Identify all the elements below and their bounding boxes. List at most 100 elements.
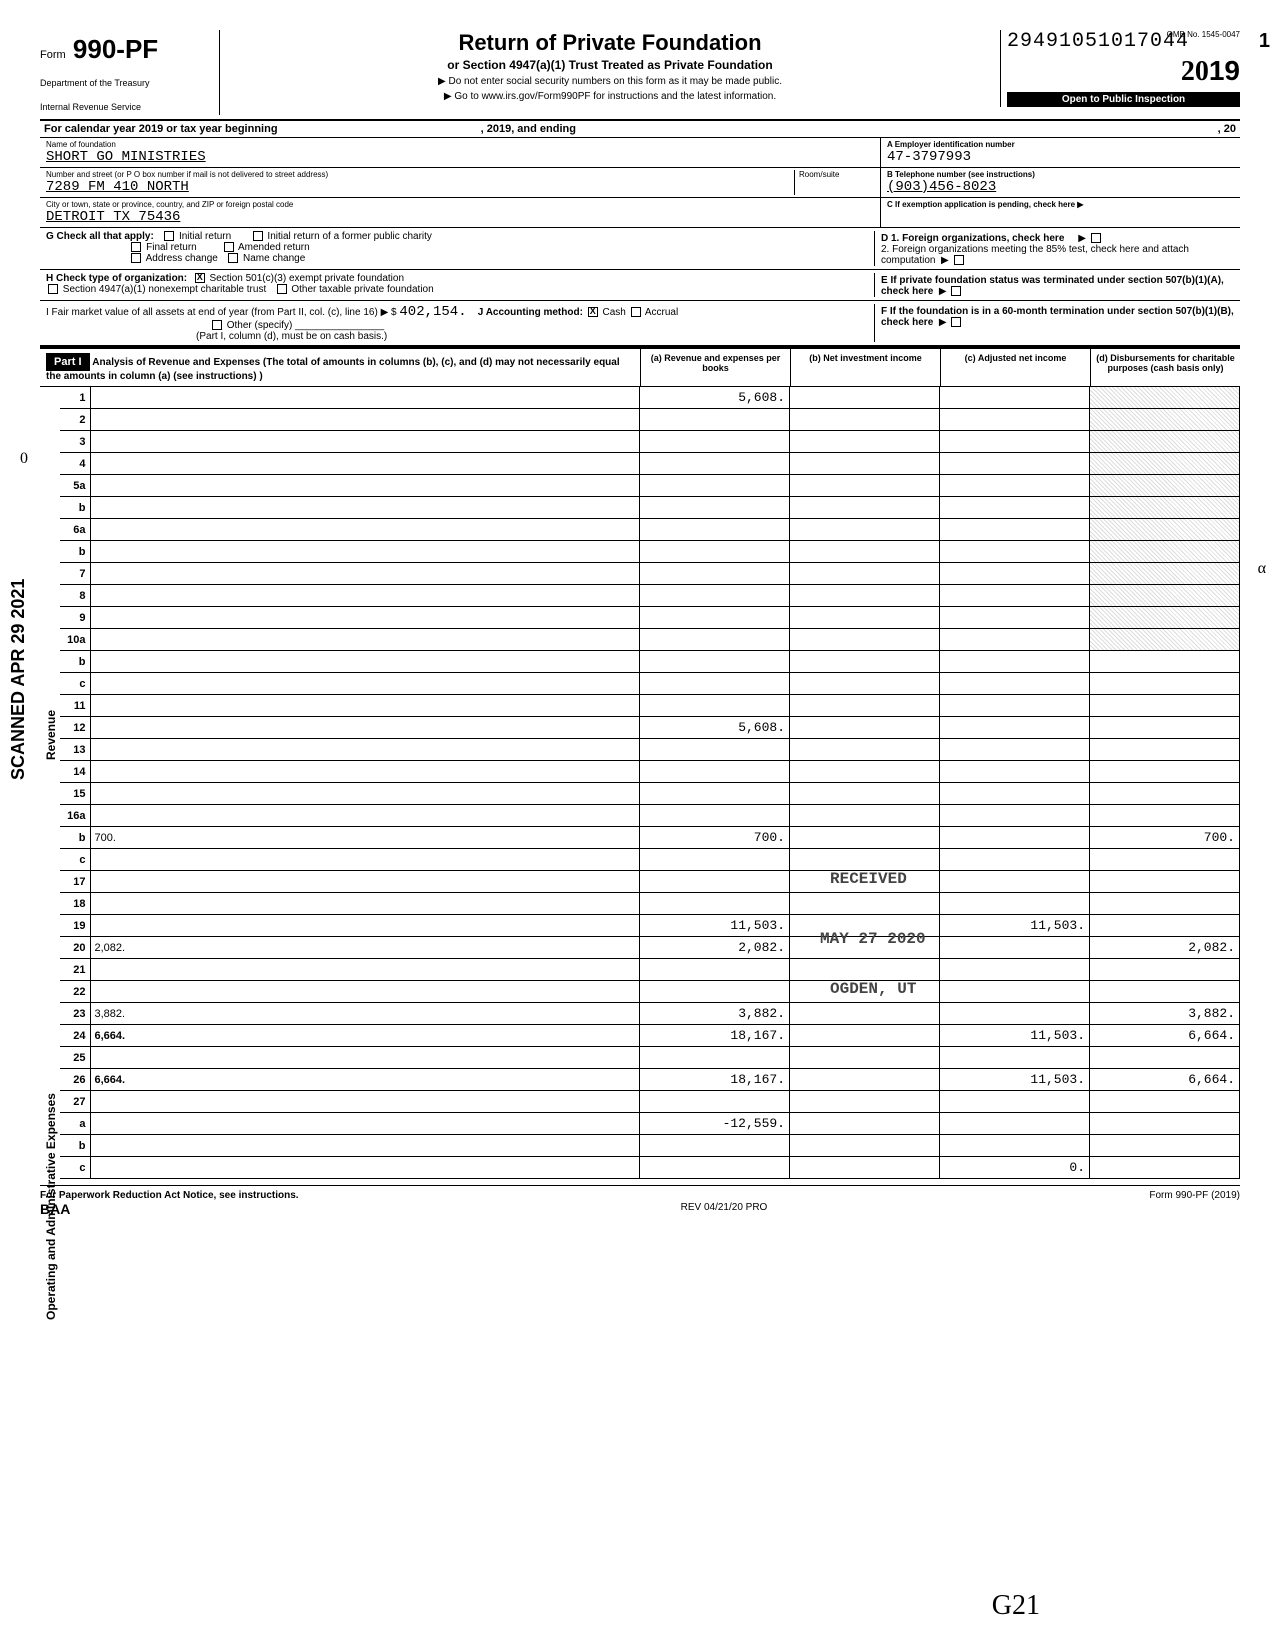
cb-foreign85[interactable] [954, 255, 964, 265]
line-num: 9 [60, 607, 90, 629]
col-d: 6,664. [1090, 1069, 1240, 1091]
col-a: 2,082. [640, 937, 790, 959]
col-c [940, 563, 1090, 585]
table-row: c [60, 849, 1240, 871]
i-label: I Fair market value of all assets at end… [46, 307, 397, 318]
d1-label: D 1. Foreign organizations, check here [881, 233, 1064, 244]
col-c: 11,503. [940, 1025, 1090, 1047]
col-b [790, 695, 940, 717]
col-d: 3,882. [1090, 1003, 1240, 1025]
cb-initial[interactable] [164, 231, 174, 241]
line-num: 16a [60, 805, 90, 827]
col-d: 700. [1090, 827, 1240, 849]
part1-label: Part I [46, 353, 90, 371]
col-d [1090, 519, 1240, 541]
table-row: 17 [60, 871, 1240, 893]
cb-cash[interactable] [588, 307, 598, 317]
line-desc: 6,664. [90, 1025, 640, 1047]
col-d [1090, 651, 1240, 673]
line-desc [90, 981, 640, 1003]
cb-other-method[interactable] [212, 320, 222, 330]
line-desc [90, 497, 640, 519]
e-label: E If private foundation status was termi… [881, 275, 1224, 297]
cb-501c3[interactable] [195, 273, 205, 283]
phone-label: B Telephone number (see instructions) [887, 170, 1234, 179]
col-c [940, 585, 1090, 607]
city-label: City or town, state or province, country… [46, 200, 874, 209]
col-b [790, 849, 940, 871]
line-num: 21 [60, 959, 90, 981]
pra-notice: For Paperwork Reduction Act Notice, see … [40, 1190, 299, 1201]
line-desc [90, 1113, 640, 1135]
g-label: G Check all that apply: [46, 231, 154, 242]
col-c [940, 981, 1090, 1003]
col-d [1090, 431, 1240, 453]
cb-accrual[interactable] [631, 307, 641, 317]
col-d: 6,664. [1090, 1025, 1240, 1047]
line-desc [90, 387, 640, 409]
col-a [640, 453, 790, 475]
cb-initial-former[interactable] [253, 231, 263, 241]
col-c [940, 739, 1090, 761]
name-label: Name of foundation [46, 140, 874, 149]
line-desc [90, 849, 640, 871]
table-row: 14 [60, 761, 1240, 783]
line-desc: 6,664. [90, 1069, 640, 1091]
line-desc [90, 739, 640, 761]
line-desc [90, 431, 640, 453]
col-c [940, 497, 1090, 519]
addr-label: Number and street (or P O box number if … [46, 170, 794, 179]
col-d [1090, 629, 1240, 651]
line-desc [90, 695, 640, 717]
table-row: 27 [60, 1091, 1240, 1113]
col-d [1090, 497, 1240, 519]
cb-final[interactable] [131, 242, 141, 252]
col-d [1090, 915, 1240, 937]
city-state-zip: DETROIT TX 75436 [46, 209, 874, 225]
col-c [940, 805, 1090, 827]
col-d-head: (d) Disbursements for charitable purpose… [1090, 349, 1240, 386]
col-d [1090, 1157, 1240, 1179]
received-stamp: RECEIVED [830, 870, 907, 888]
col-c [940, 959, 1090, 981]
col-c: 11,503. [940, 915, 1090, 937]
col-d: 2,082. [1090, 937, 1240, 959]
line-desc [90, 893, 640, 915]
foundation-name: SHORT GO MINISTRIES [46, 149, 874, 165]
col-c [940, 1047, 1090, 1069]
line-num: b [60, 497, 90, 519]
cb-4947[interactable] [48, 284, 58, 294]
col-d [1090, 1113, 1240, 1135]
table-row: 202,082.2,082.2,082. [60, 937, 1240, 959]
opex-side-label: Operating and Administrative Expenses [44, 1093, 58, 1320]
cb-terminated[interactable] [951, 286, 961, 296]
line-desc [90, 475, 640, 497]
table-row: 4 [60, 453, 1240, 475]
cb-name-change[interactable] [228, 253, 238, 263]
col-c [940, 827, 1090, 849]
cb-amended[interactable] [224, 242, 234, 252]
j-accrual: Accrual [645, 307, 678, 318]
line-num: 10a [60, 629, 90, 651]
form-title: Return of Private Foundation [230, 30, 990, 56]
col-b [790, 673, 940, 695]
cb-60month[interactable] [951, 317, 961, 327]
line-num: c [60, 1157, 90, 1179]
col-d [1090, 1091, 1240, 1113]
cb-addr-change[interactable] [131, 253, 141, 263]
col-a: -12,559. [640, 1113, 790, 1135]
table-row: 13 [60, 739, 1240, 761]
line-desc [90, 519, 640, 541]
form-subtitle: or Section 4947(a)(1) Trust Treated as P… [230, 58, 990, 72]
line-num: 14 [60, 761, 90, 783]
cb-foreign[interactable] [1091, 233, 1101, 243]
line-desc [90, 871, 640, 893]
cb-other-tax[interactable] [277, 284, 287, 294]
table-row: 7 [60, 563, 1240, 585]
col-a: 700. [640, 827, 790, 849]
table-row: 11 [60, 695, 1240, 717]
col-c [940, 893, 1090, 915]
j-cash: Cash [602, 307, 625, 318]
ein-label: A Employer identification number [887, 140, 1234, 149]
col-a [640, 519, 790, 541]
